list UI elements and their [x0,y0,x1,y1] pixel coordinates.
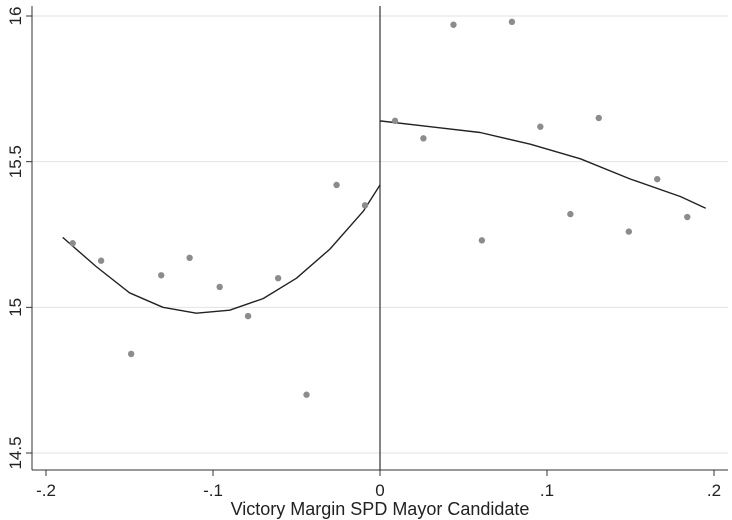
data-point [303,391,310,398]
fit-curves [62,120,706,314]
data-point [333,181,340,189]
data-point [478,237,486,244]
x-tick-label: -.2 [36,481,56,500]
data-point [186,254,193,262]
data-point [595,114,602,122]
data-point [127,350,135,358]
data-point [450,21,457,28]
data-point [158,272,165,279]
data-point [625,228,633,235]
data-point [684,213,691,221]
data-point [216,283,223,291]
x-tick-label: .2 [707,481,721,500]
data-point [537,123,544,130]
fit-curve [62,184,381,314]
data-point [420,135,427,142]
data-point [274,275,282,282]
data-point [244,312,252,320]
data-point [391,117,399,125]
data-point [97,257,105,264]
x-tick-label: 0 [375,481,384,500]
data-point [508,18,516,26]
y-tick-label: 15.5 [6,145,25,178]
y-tick-label: 15 [6,298,25,317]
x-tick-label: .1 [540,481,554,500]
y-axis-ticks: 14.5 15 15.5 16 [6,7,32,470]
data-point [69,240,76,247]
data-point [654,175,661,183]
y-tick-label: 14.5 [6,436,25,469]
y-tick-label: 16 [6,7,25,26]
fit-curve [379,120,706,209]
x-axis-title: Victory Margin SPD Mayor Candidate [231,499,530,519]
x-tick-label: -.1 [203,481,223,500]
x-axis-ticks: -.2 -.1 0 .1 .2 [36,470,721,500]
data-points [69,18,691,398]
data-point [361,202,369,209]
data-point [567,210,574,218]
